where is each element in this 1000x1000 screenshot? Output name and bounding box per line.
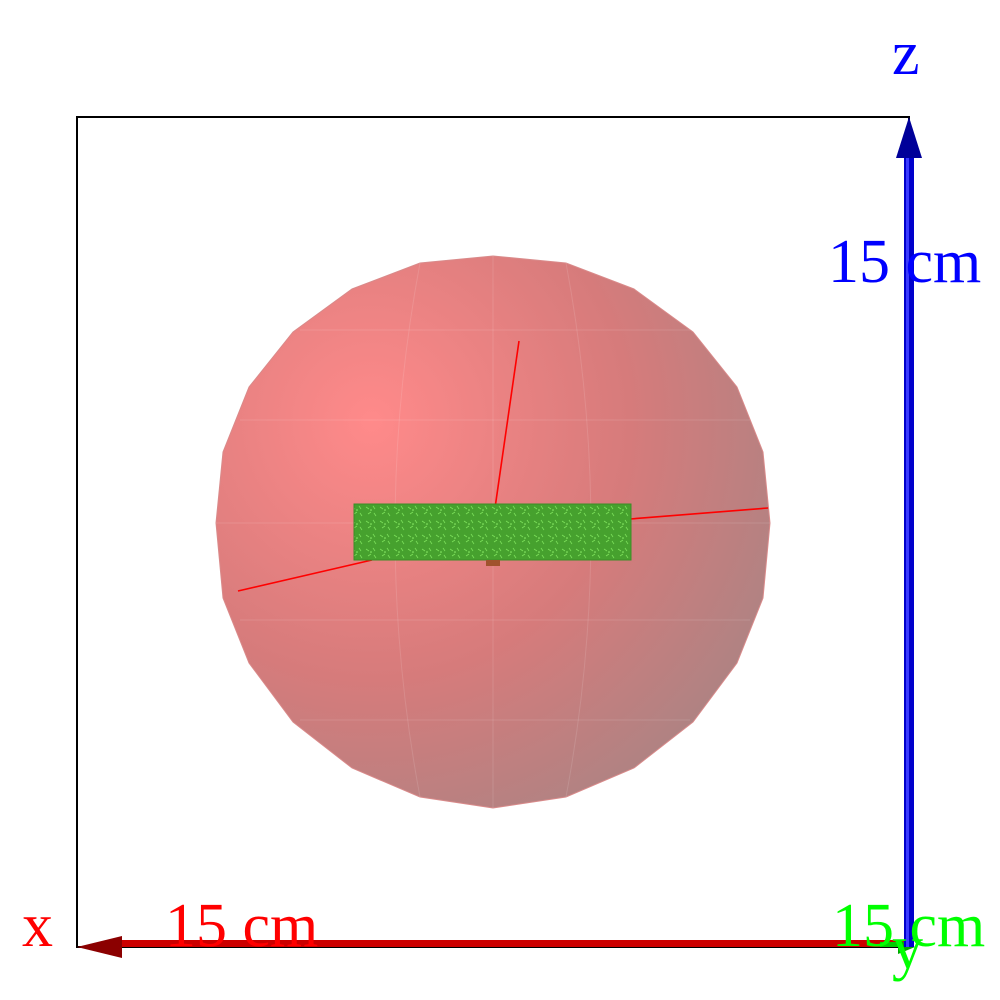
z-axis-arrow — [896, 117, 922, 947]
x-axis-name: x — [22, 892, 53, 960]
y-axis-name: y — [892, 914, 923, 982]
track-line — [494, 340, 520, 509]
z-axis-scale-label: 15 cm — [828, 228, 981, 296]
track-line — [237, 559, 373, 592]
y-axis-scale-label: 15 cm — [832, 892, 985, 960]
x-axis-arrow — [77, 936, 908, 958]
x-axis-scale-label: 15 cm — [165, 892, 318, 960]
detector-slab — [353, 503, 632, 561]
particle-tracks — [237, 340, 769, 592]
source-block — [486, 560, 500, 566]
track-line — [629, 507, 769, 520]
z-axis-name: z — [892, 20, 920, 88]
